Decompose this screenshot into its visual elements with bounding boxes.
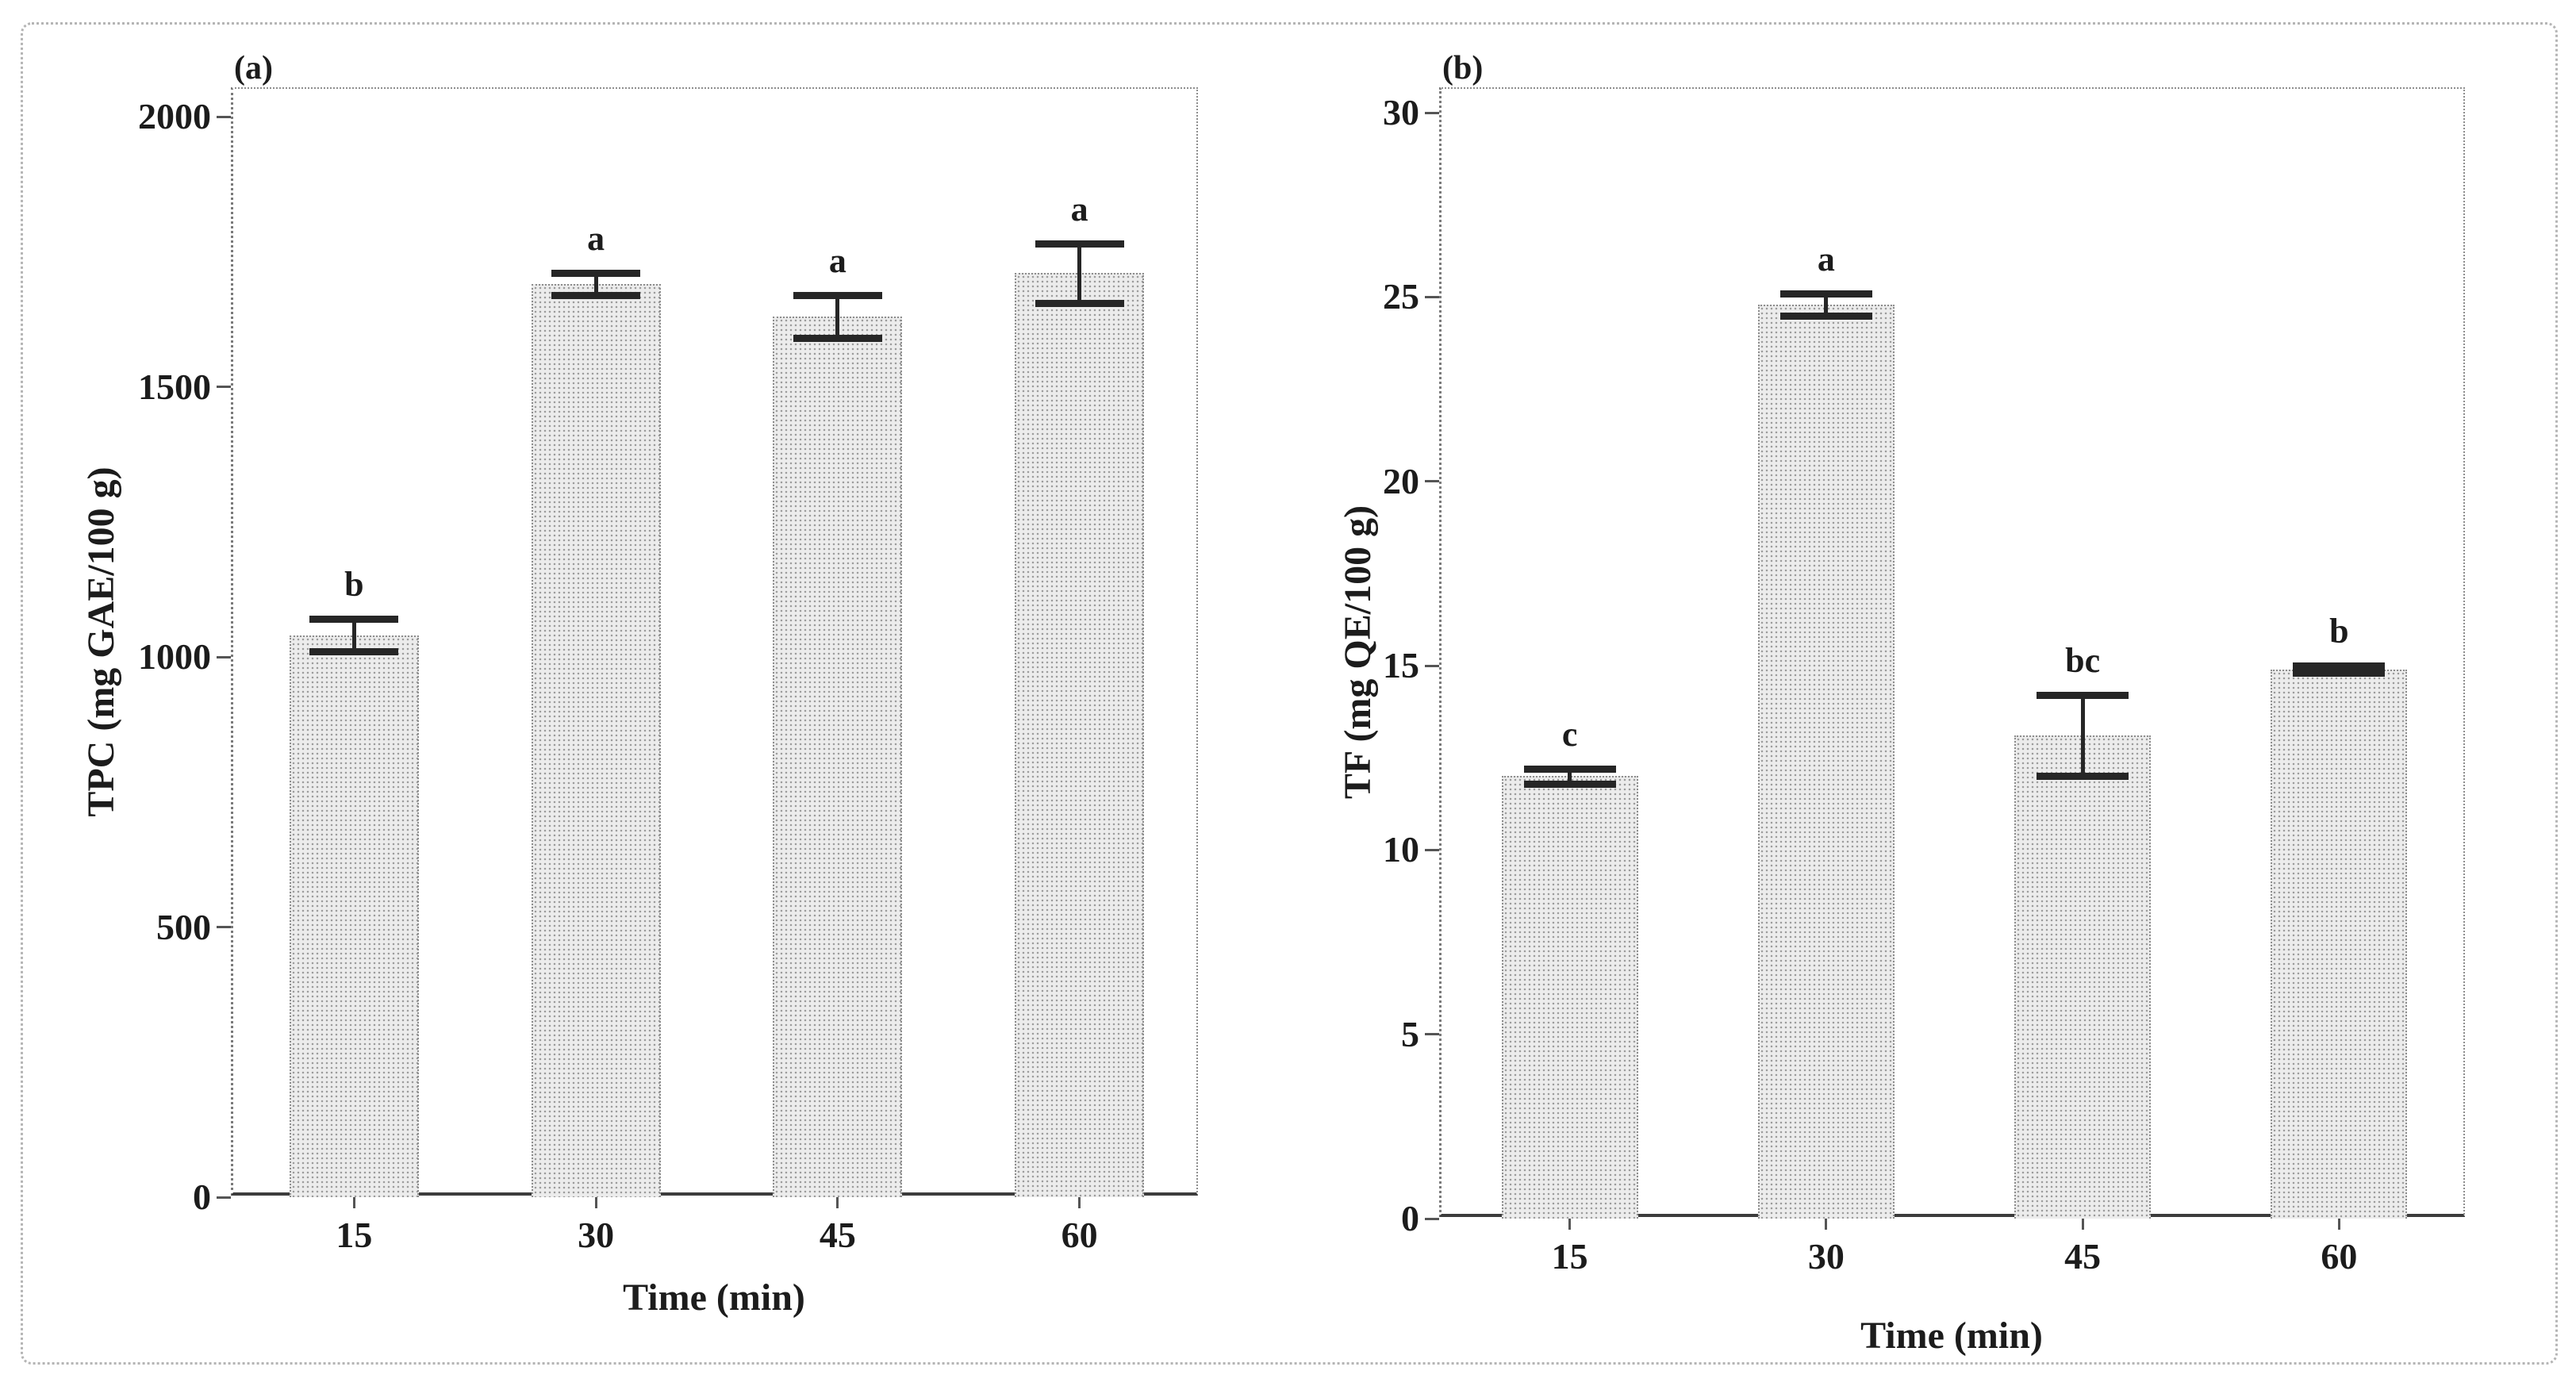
x-tick-label: 45 xyxy=(819,1215,856,1255)
error-bar-cap-top xyxy=(551,270,641,278)
bar-15min xyxy=(289,635,419,1197)
bar-45min xyxy=(773,316,903,1197)
y-axis-tick xyxy=(217,115,231,118)
error-bar-cap-top xyxy=(309,616,399,624)
error-bar-cap-bottom xyxy=(1779,312,1872,320)
error-bar-whisker xyxy=(2080,695,2085,777)
error-bar-cap-bottom xyxy=(1523,780,1616,788)
y-axis-tick xyxy=(1425,1217,1439,1220)
y-axis-tick xyxy=(217,386,231,388)
x-tick-label: 60 xyxy=(2321,1236,2358,1277)
y-tick-label: 5 xyxy=(1401,1013,1419,1054)
x-tick-label: 30 xyxy=(1807,1236,1845,1277)
bar-60min xyxy=(1015,273,1145,1197)
error-bar-whisker xyxy=(1077,244,1082,303)
y-axis-tick xyxy=(1425,664,1439,667)
panel-b-x-axis-title: Time (min) xyxy=(1860,1315,2043,1357)
error-bar-cap-top xyxy=(2037,692,2129,700)
y-tick-label: 30 xyxy=(1383,92,1419,132)
x-tick-label: 30 xyxy=(578,1215,615,1255)
y-axis-tick xyxy=(217,655,231,658)
x-axis-tick xyxy=(2337,1219,2340,1230)
bar-30min xyxy=(531,284,661,1197)
significance-letter: b xyxy=(2329,612,2349,651)
x-axis-tick xyxy=(1568,1219,1572,1230)
error-bar-cap-top xyxy=(793,291,882,299)
y-axis-tick xyxy=(1425,480,1439,483)
x-axis-tick xyxy=(2081,1219,2084,1230)
y-tick-label: 20 xyxy=(1383,460,1419,501)
significance-letter: b xyxy=(344,565,364,605)
error-bar-whisker xyxy=(1568,769,1572,784)
panel-a-label: (a) xyxy=(234,50,273,86)
panel-a-x-axis-title: Time (min) xyxy=(623,1277,805,1319)
error-bar-cap-bottom xyxy=(309,648,399,656)
significance-letter: a xyxy=(828,240,847,280)
significance-letter: a xyxy=(1070,190,1088,229)
x-tick-label: 60 xyxy=(1061,1215,1098,1255)
x-axis-tick xyxy=(1078,1197,1081,1208)
y-tick-label: 15 xyxy=(1383,645,1419,685)
y-axis-tick xyxy=(1425,111,1439,114)
significance-letter: a xyxy=(587,219,605,259)
error-bar-cap-bottom xyxy=(1035,299,1124,307)
x-axis-tick xyxy=(594,1197,597,1208)
bar-15min xyxy=(1501,776,1638,1219)
y-tick-label: 0 xyxy=(1401,1198,1419,1238)
y-axis-tick xyxy=(1425,848,1439,851)
bar-30min xyxy=(1757,304,1895,1219)
figure-border xyxy=(21,22,2558,1365)
error-bar-whisker xyxy=(351,619,356,652)
y-tick-label: 25 xyxy=(1383,276,1419,317)
x-axis-tick xyxy=(1825,1219,1828,1230)
y-axis-tick xyxy=(1425,295,1439,298)
error-bar-cap-top xyxy=(2293,662,2386,670)
panel-b-label: (b) xyxy=(1442,50,1484,86)
error-bar-whisker xyxy=(835,294,840,339)
y-tick-label: 1500 xyxy=(138,366,211,407)
error-bar-cap-bottom xyxy=(2037,773,2129,781)
panel-a-plot-area: 0 500 1000 1500 2000 15 b 30 a 45 a 60 a xyxy=(138,87,1198,1255)
error-bar-cap-bottom xyxy=(551,291,641,299)
error-bar-cap-top xyxy=(1035,240,1124,248)
significance-letter: bc xyxy=(2065,641,2101,681)
y-tick-label: 1000 xyxy=(138,636,211,677)
error-bar-whisker xyxy=(593,273,598,295)
y-tick-label: 500 xyxy=(156,906,211,947)
y-axis-tick xyxy=(217,1196,231,1199)
error-bar-cap-bottom xyxy=(793,335,882,343)
x-axis-tick xyxy=(352,1197,355,1208)
x-axis-tick xyxy=(836,1197,839,1208)
bar-60min xyxy=(2271,669,2408,1219)
error-bar-cap-top xyxy=(1523,766,1616,774)
bar-45min xyxy=(2014,735,2152,1219)
x-tick-label: 15 xyxy=(336,1215,373,1255)
y-axis-tick xyxy=(217,926,231,928)
x-tick-label: 45 xyxy=(2064,1236,2102,1277)
significance-letter: a xyxy=(1817,239,1835,278)
y-tick-label: 10 xyxy=(1383,829,1419,870)
error-bar-cap-bottom xyxy=(2293,670,2386,678)
y-tick-label: 2000 xyxy=(138,96,211,136)
y-tick-label: 0 xyxy=(193,1177,211,1217)
y-axis-tick xyxy=(1425,1033,1439,1036)
significance-letter: c xyxy=(1561,715,1578,754)
panel-b-plot-area: 0 5 10 15 20 25 30 15 c 30 a 45 bc 60 b xyxy=(1383,87,2465,1277)
error-bar-cap-top xyxy=(1779,290,1872,298)
x-tick-label: 15 xyxy=(1551,1236,1588,1277)
error-bar-whisker xyxy=(1824,293,1829,316)
